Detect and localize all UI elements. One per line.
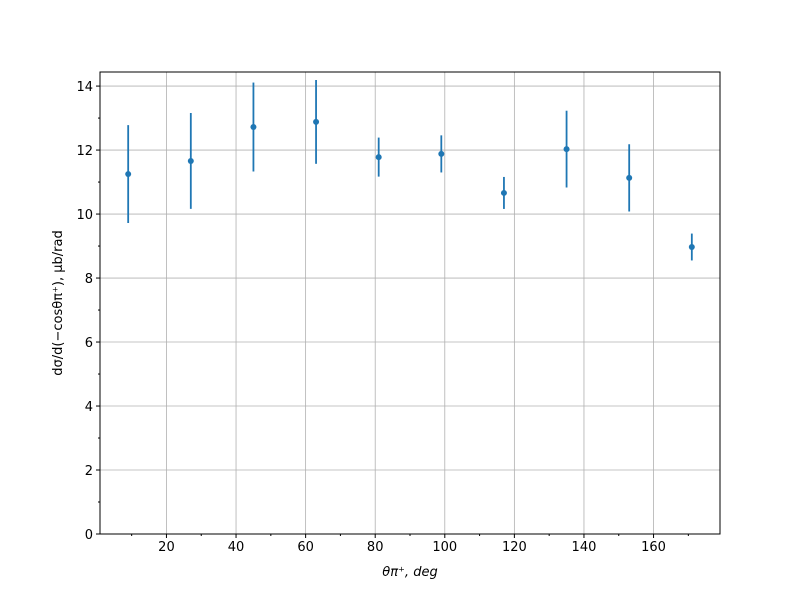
data-point — [375, 154, 382, 161]
x-tick-label: 120 — [502, 540, 527, 555]
data-point — [313, 118, 320, 125]
x-tick-label: 40 — [228, 540, 245, 555]
data-point — [438, 150, 445, 157]
data-point — [626, 174, 633, 181]
x-axis-label: θπ⁺, deg — [382, 565, 437, 580]
data-point — [563, 146, 570, 153]
y-tick-label: 6 — [85, 336, 93, 351]
y-tick-label: 0 — [85, 528, 93, 543]
y-tick-label: 8 — [85, 272, 93, 287]
y-tick-label: 14 — [76, 80, 93, 95]
data-point — [500, 189, 507, 196]
y-tick-label: 12 — [76, 144, 93, 159]
x-tick-label: 80 — [367, 540, 384, 555]
y-tick-label: 2 — [85, 464, 93, 479]
plot-frame — [99, 71, 721, 535]
data-point — [250, 124, 257, 131]
data-point — [187, 157, 194, 164]
y-axis-label: dσ/d(−cosθπ⁺), μb/rad — [51, 230, 66, 375]
x-tick-label: 60 — [297, 540, 314, 555]
data-point — [688, 244, 695, 251]
x-tick-label: 20 — [158, 540, 175, 555]
x-tick-label: 140 — [572, 540, 597, 555]
data-point — [125, 171, 132, 178]
x-tick-label: 100 — [432, 540, 457, 555]
y-tick-label: 10 — [76, 208, 93, 223]
x-tick-label: 160 — [641, 540, 666, 555]
y-tick-label: 4 — [85, 400, 93, 415]
